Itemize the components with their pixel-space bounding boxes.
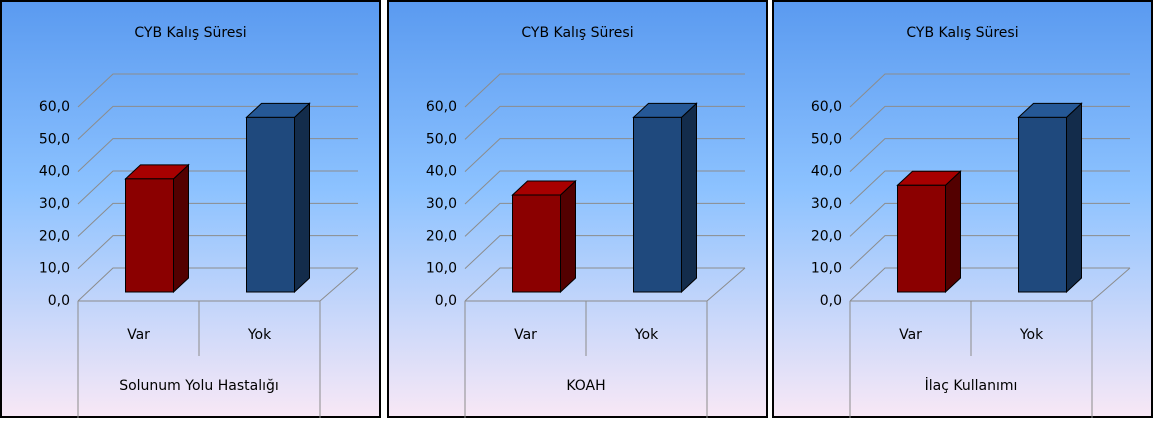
x-tick-label: Var [127,327,150,343]
y-tick-label: 50,0 [39,131,70,147]
y-tick-label: 20,0 [811,228,842,244]
y-tick-label: 40,0 [426,164,457,180]
bar-side [560,179,576,294]
y-tick-label: 10,0 [811,261,842,277]
y-tick-label: 10,0 [39,261,70,277]
bar-side [294,102,310,294]
bar [897,184,946,293]
y-tick-label: 0,0 [435,293,457,309]
grid-line [77,73,358,108]
x-tick-label: Yok [1019,327,1044,343]
bar-side [173,163,189,294]
y-tick-label: 40,0 [39,164,70,180]
x-tick-label: Yok [634,327,659,343]
y-tick-label: 30,0 [426,196,457,212]
x-tick-label: Yok [247,327,272,343]
y-tick-label: 20,0 [426,228,457,244]
y-tick-label: 0,0 [820,293,842,309]
grid-line [464,73,745,108]
bar-side [681,102,697,294]
y-tick-label: 30,0 [811,196,842,212]
chart-title: CYB Kalış Süresi [521,25,633,41]
y-tick-label: 50,0 [811,131,842,147]
panel-background [387,0,768,418]
bar-side [1066,102,1082,294]
chart-panel: CYB Kalış Süresi 0,0 10,0 20,0 30,0 40,0 50,0 6… [0,0,381,418]
bar [246,116,295,293]
chart-title: CYB Kalış Süresi [134,25,246,41]
panel-background [772,0,1153,418]
chart-panel: CYB Kalış Süresi 0,0 10,0 20,0 30,0 40,0 50,0 6… [772,0,1153,418]
bar [633,116,682,293]
y-tick-label: 0,0 [48,293,70,309]
bar [125,178,174,293]
grid-line [849,73,1130,108]
bar-side [945,170,961,294]
y-tick-label: 60,0 [39,99,70,115]
y-tick-label: 10,0 [426,261,457,277]
bar [512,194,561,293]
x-axis-label: KOAH [566,378,605,394]
y-tick-label: 60,0 [811,99,842,115]
y-tick-label: 40,0 [811,164,842,180]
panel-background [0,0,381,418]
x-axis-label: İlaç Kullanımı [925,376,1018,394]
y-tick-label: 20,0 [39,228,70,244]
x-tick-label: Var [899,327,922,343]
chart-title: CYB Kalış Süresi [906,25,1018,41]
x-axis-label: Solunum Yolu Hastalığı [119,378,279,394]
bar [1018,116,1067,293]
x-tick-label: Var [514,327,537,343]
y-tick-label: 50,0 [426,131,457,147]
y-tick-label: 30,0 [39,196,70,212]
chart-panel: CYB Kalış Süresi 0,0 10,0 20,0 30,0 40,0 50,0 6… [387,0,768,418]
y-tick-label: 60,0 [426,99,457,115]
